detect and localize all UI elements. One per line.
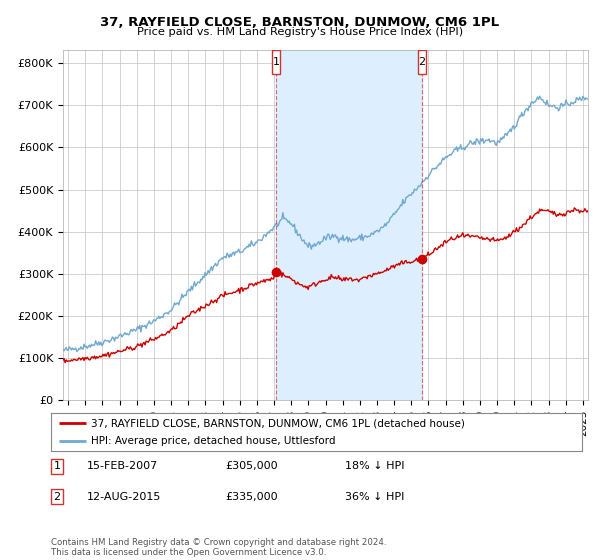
Bar (276, 50, 422, 400)
Text: Contains HM Land Registry data © Crown copyright and database right 2024.
This d: Contains HM Land Registry data © Crown c… (51, 538, 386, 557)
Text: 2: 2 (53, 492, 61, 502)
Text: £305,000: £305,000 (225, 461, 278, 472)
Text: 18% ↓ HPI: 18% ↓ HPI (345, 461, 404, 472)
Text: 15-FEB-2007: 15-FEB-2007 (87, 461, 158, 472)
Text: HPI: Average price, detached house, Uttlesford: HPI: Average price, detached house, Uttl… (91, 436, 335, 446)
Text: 37, RAYFIELD CLOSE, BARNSTON, DUNMOW, CM6 1PL (detached house): 37, RAYFIELD CLOSE, BARNSTON, DUNMOW, CM… (91, 418, 465, 428)
FancyBboxPatch shape (418, 50, 425, 73)
Text: 1: 1 (53, 461, 61, 472)
Text: 2: 2 (418, 57, 425, 67)
Text: 36% ↓ HPI: 36% ↓ HPI (345, 492, 404, 502)
Text: 12-AUG-2015: 12-AUG-2015 (87, 492, 161, 502)
Text: 1: 1 (272, 57, 280, 67)
Text: Price paid vs. HM Land Registry's House Price Index (HPI): Price paid vs. HM Land Registry's House … (137, 27, 463, 37)
Text: 37, RAYFIELD CLOSE, BARNSTON, DUNMOW, CM6 1PL: 37, RAYFIELD CLOSE, BARNSTON, DUNMOW, CM… (100, 16, 500, 29)
FancyBboxPatch shape (272, 50, 280, 73)
Text: £335,000: £335,000 (225, 492, 278, 502)
